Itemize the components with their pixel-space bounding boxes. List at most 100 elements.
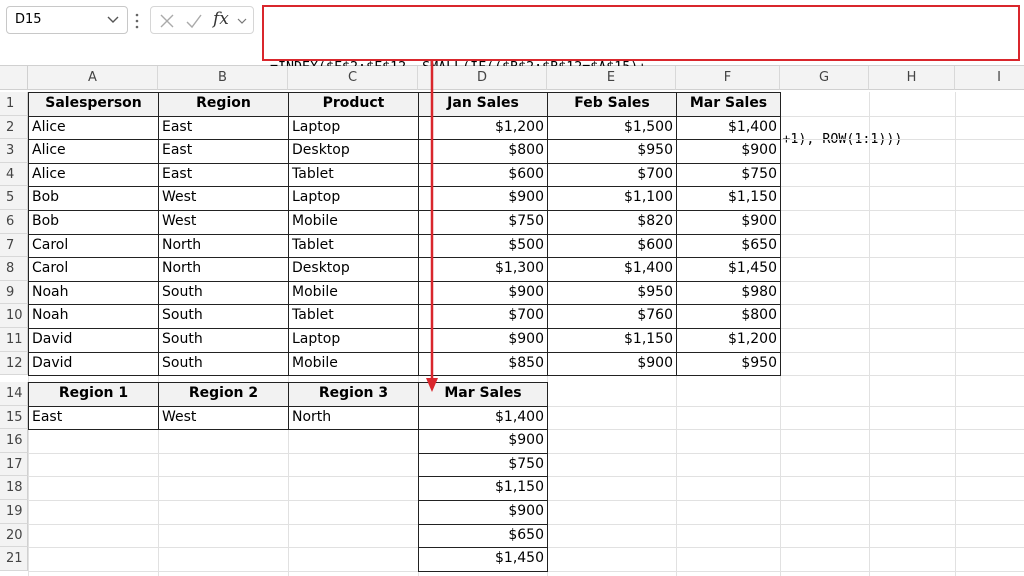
header-cell: Region 1 [28,382,159,407]
cell: $900 [418,429,548,454]
row-header: 20 [0,523,28,548]
row-header: 4 [0,162,28,187]
name-box[interactable]: D15 [6,6,128,34]
cell: Tablet [288,304,419,329]
cell: Desktop [288,257,419,282]
cell: Carol [28,257,159,282]
cell: $600 [418,162,548,188]
cell: $800 [676,304,781,329]
cell: $1,200 [676,328,781,353]
cell: $900 [676,139,781,164]
cell: South [158,304,289,329]
cell: $600 [547,233,677,259]
cell: Desktop [288,139,419,164]
cell: $750 [418,452,548,478]
cell: East [158,162,289,188]
cell: Alice [28,139,159,164]
row-header: 11 [0,328,28,352]
cell: South [158,351,289,377]
cell: $800 [418,139,548,164]
enter-button[interactable] [185,13,203,29]
cell: Mobile [288,210,419,235]
cell: $900 [547,351,677,377]
cell: East [158,139,289,164]
gridline [955,92,956,576]
formula-bar: D15 fx =INDEX($F$2:$F$12, SMALL(IF(($B$2… [0,0,1024,147]
header-cell: Region 3 [288,382,419,407]
cell: $1,150 [418,476,548,501]
cell: $750 [676,162,781,188]
separator-dots [135,13,139,29]
row-header: 15 [0,405,28,430]
cell: $1,200 [418,115,548,141]
column-header: G [780,66,869,90]
cell: $650 [676,233,781,259]
column-header: H [869,66,955,90]
cell: $1,300 [418,257,548,282]
cell: North [288,405,419,431]
row-header: 14 [0,382,28,406]
cell: $900 [418,328,548,353]
cell: West [158,210,289,235]
cell: $760 [547,304,677,329]
cell: $1,500 [547,115,677,141]
row-header: 10 [0,304,28,328]
cell: Laptop [288,328,419,353]
row-header: 7 [0,233,28,258]
cell: East [28,405,159,431]
dropdown-icon [237,18,247,24]
row-header: 6 [0,210,28,234]
column-header: A [28,66,158,90]
cell: $500 [418,233,548,259]
row-header: 16 [0,429,28,453]
cell: West [158,405,289,431]
select-all [0,66,28,90]
name-box-text: D15 [15,12,42,27]
column-header: B [158,66,288,90]
header-cell: Feb Sales [547,92,677,117]
cell: $1,150 [676,186,781,211]
cell: $1,150 [547,328,677,353]
cell: Laptop [288,115,419,141]
insert-function-button[interactable]: fx [213,9,229,29]
header-cell: Region 2 [158,382,289,407]
cell: $700 [547,162,677,188]
cell: $1,400 [676,115,781,141]
cell: North [158,233,289,259]
cell: $950 [547,139,677,164]
row-header: 9 [0,280,28,305]
cell: $1,450 [676,257,781,282]
row-header: 5 [0,186,28,210]
cell: $850 [418,351,548,377]
cell: East [158,115,289,141]
cell: $1,450 [418,547,548,572]
column-header: D [418,66,547,90]
formula-input[interactable]: =INDEX($F$2:$F$12, SMALL(IF(($B$2:$B$12=… [262,5,1020,147]
row-header: 18 [0,476,28,500]
cancel-button[interactable] [159,13,175,29]
header-cell: Mar Sales [418,382,548,407]
header-cell: Product [288,92,419,117]
header-cell: Salesperson [28,92,159,117]
cell: South [158,280,289,306]
worksheet-grid: A B C D E F G H I 1 2 3 4 5 6 7 8 9 10 11 12 14 15 16 17 18 19 20 21… [0,66,1024,576]
row-header: 21 [0,547,28,571]
cell: Bob [28,186,159,211]
cell: $650 [418,523,548,549]
cell: $980 [676,280,781,306]
cell: Noah [28,304,159,329]
header-cell: Region [158,92,289,117]
cell: Carol [28,233,159,259]
cell: North [158,257,289,282]
cell: Mobile [288,280,419,306]
cell: Alice [28,162,159,188]
cell: $950 [547,280,677,306]
cell: $1,100 [547,186,677,211]
cell: $900 [418,186,548,211]
column-header: C [288,66,418,90]
row-header: 1 [0,92,28,116]
cell: West [158,186,289,211]
cell: Tablet [288,162,419,188]
column-header: F [676,66,780,90]
